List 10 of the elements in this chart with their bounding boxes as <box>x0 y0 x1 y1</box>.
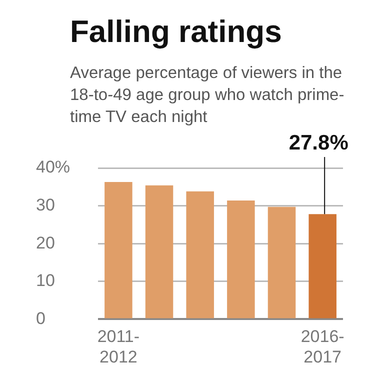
y-tick-label: 40% <box>36 158 70 177</box>
x-tick-label: 2011-2012 <box>97 327 140 366</box>
y-tick-label: 0 <box>36 308 46 328</box>
y-tick-label: 30 <box>36 195 55 214</box>
x-tick-label: 2016-2017 <box>300 327 344 366</box>
chart-title: Falling ratings <box>70 14 282 50</box>
chart-subtitle: Average percentage of viewers in the 18-to-49 age group who watch prime-time TV each night <box>70 63 346 128</box>
y-tick-label: 20 <box>36 233 55 252</box>
y-tick-label: 10 <box>36 271 55 290</box>
annotation: 27.8% <box>288 131 349 154</box>
